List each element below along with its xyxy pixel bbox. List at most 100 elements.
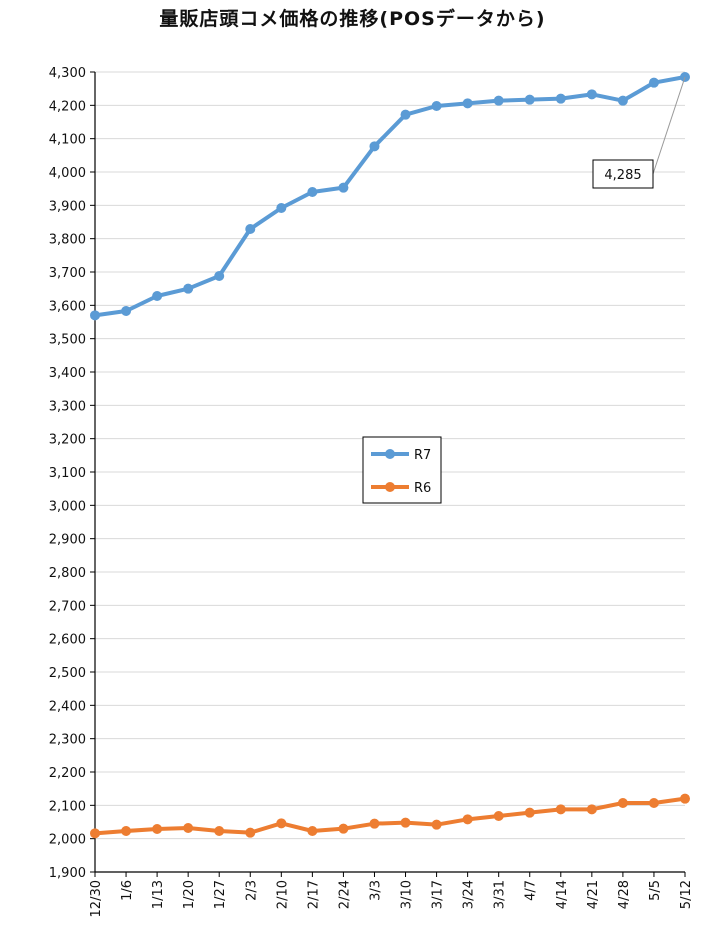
y-tick-label: 4,000 xyxy=(49,166,86,181)
data-point-r6 xyxy=(121,826,132,836)
legend-label: R6 xyxy=(414,481,431,496)
data-point-r6 xyxy=(680,793,690,804)
series-line-r6 xyxy=(93,796,687,836)
y-tick-label: 3,700 xyxy=(49,266,86,281)
y-tick-label: 2,200 xyxy=(49,766,86,781)
y-tick-label: 3,400 xyxy=(49,366,86,381)
data-point-r7 xyxy=(90,310,100,321)
x-tick-label: 1/27 xyxy=(213,880,228,909)
data-point-r7 xyxy=(493,95,504,106)
data-point-r7 xyxy=(369,141,380,152)
gridlines xyxy=(95,71,685,840)
y-tick-label: 3,300 xyxy=(49,399,86,414)
x-tick-label: 3/10 xyxy=(400,880,415,909)
data-point-r7 xyxy=(400,109,411,120)
y-tick-label: 4,200 xyxy=(49,99,86,114)
x-tick-label: 4/28 xyxy=(617,880,632,909)
x-tick-label: 3/3 xyxy=(368,880,383,901)
x-tick-label: 4/21 xyxy=(586,880,601,909)
data-point-r7 xyxy=(214,271,225,281)
y-tick-label: 2,300 xyxy=(49,733,86,748)
data-point-r6 xyxy=(307,826,318,836)
x-tick-label: 12/30 xyxy=(89,880,104,917)
data-point-r6 xyxy=(400,817,411,828)
x-tick-label: 2/3 xyxy=(244,880,259,901)
series-line-r7 xyxy=(93,75,687,318)
data-point-r6 xyxy=(617,798,628,808)
x-tick-label: 1/20 xyxy=(182,880,197,909)
y-tick-label: 4,100 xyxy=(49,133,86,148)
y-tick-label: 3,200 xyxy=(49,433,86,448)
data-point-r6 xyxy=(214,826,225,836)
data-point-r7 xyxy=(121,306,132,316)
legend-swatch-marker xyxy=(385,482,395,492)
callout-leader-line xyxy=(652,76,686,175)
data-point-r7 xyxy=(524,94,535,105)
series-lines xyxy=(90,72,690,839)
data-point-r6 xyxy=(648,798,659,808)
x-tick-label: 3/17 xyxy=(431,880,446,909)
y-tick-labels: 1,900 2,000 2,100 2,200 2,300 2,400 2,500 2,600… xyxy=(49,66,86,881)
x-tick-label: 1/13 xyxy=(151,880,166,909)
data-point-r7 xyxy=(431,101,442,111)
data-point-r7 xyxy=(338,182,349,193)
y-tick-label: 1,900 xyxy=(49,866,86,881)
data-point-r7 xyxy=(648,77,659,88)
y-tick-label: 3,600 xyxy=(49,299,86,314)
y-tick-label: 2,100 xyxy=(49,799,86,814)
chart-title: 量販店頭コメ価格の推移(POSデータから) xyxy=(159,8,546,30)
y-tick-label: 2,800 xyxy=(49,566,86,581)
data-point-r7 xyxy=(586,89,597,100)
data-point-r7 xyxy=(183,283,194,294)
x-tick-label: 5/12 xyxy=(679,880,694,909)
y-tick-label: 2,400 xyxy=(49,699,86,714)
data-point-r6 xyxy=(493,811,504,821)
x-tick-label: 3/31 xyxy=(493,880,508,909)
data-point-r6 xyxy=(90,828,100,839)
y-tick-label: 4,300 xyxy=(49,66,86,81)
data-point-r7 xyxy=(276,203,287,213)
y-tick-label: 3,100 xyxy=(49,466,86,481)
data-point-r7 xyxy=(245,224,256,234)
y-tick-label: 2,500 xyxy=(49,666,86,681)
data-point-r7 xyxy=(617,95,628,106)
y-tick-label: 3,900 xyxy=(49,199,86,214)
y-tick-label: 2,900 xyxy=(49,533,86,548)
legend: R7 R6 xyxy=(362,436,442,504)
data-point-r6 xyxy=(183,823,194,833)
data-point-r6 xyxy=(555,804,566,815)
data-point-r7 xyxy=(555,93,566,104)
data-point-r6 xyxy=(431,819,442,830)
x-tick-label: 3/24 xyxy=(462,880,477,909)
data-point-r7 xyxy=(307,187,318,197)
data-point-r6 xyxy=(245,827,256,838)
y-tick-label: 2,000 xyxy=(49,833,86,848)
data-point-r7 xyxy=(462,98,473,109)
data-point-r6 xyxy=(524,807,535,818)
axes xyxy=(90,71,686,877)
y-tick-label: 2,600 xyxy=(49,633,86,648)
data-point-r6 xyxy=(369,818,380,829)
y-tick-label: 3,500 xyxy=(49,333,86,348)
data-point-r6 xyxy=(338,823,349,834)
y-tick-label: 3,000 xyxy=(49,499,86,514)
y-tick-label: 3,800 xyxy=(49,233,86,248)
data-point-r7 xyxy=(152,291,163,301)
x-tick-label: 2/10 xyxy=(275,880,290,909)
data-callouts: 4,285 xyxy=(592,76,686,189)
data-point-r6 xyxy=(462,814,473,825)
x-tick-labels: 12/30 1/6 1/13 1/20 1/27 2/3 2/10 2/17 2/24 3/3 3/… xyxy=(89,880,694,917)
legend-box xyxy=(362,436,442,504)
x-tick-label: 2/17 xyxy=(306,880,321,909)
legend-swatch-marker xyxy=(385,449,395,459)
data-point-r6 xyxy=(586,804,597,815)
x-tick-label: 1/6 xyxy=(120,880,135,901)
x-tick-label: 4/14 xyxy=(555,880,570,909)
x-tick-label: 2/24 xyxy=(337,880,352,909)
callout-box xyxy=(592,159,654,189)
legend-label: R7 xyxy=(414,448,431,463)
callout-label: 4,285 xyxy=(604,168,641,183)
x-tick-label: 5/5 xyxy=(648,880,663,901)
y-tick-label: 2,700 xyxy=(49,599,86,614)
